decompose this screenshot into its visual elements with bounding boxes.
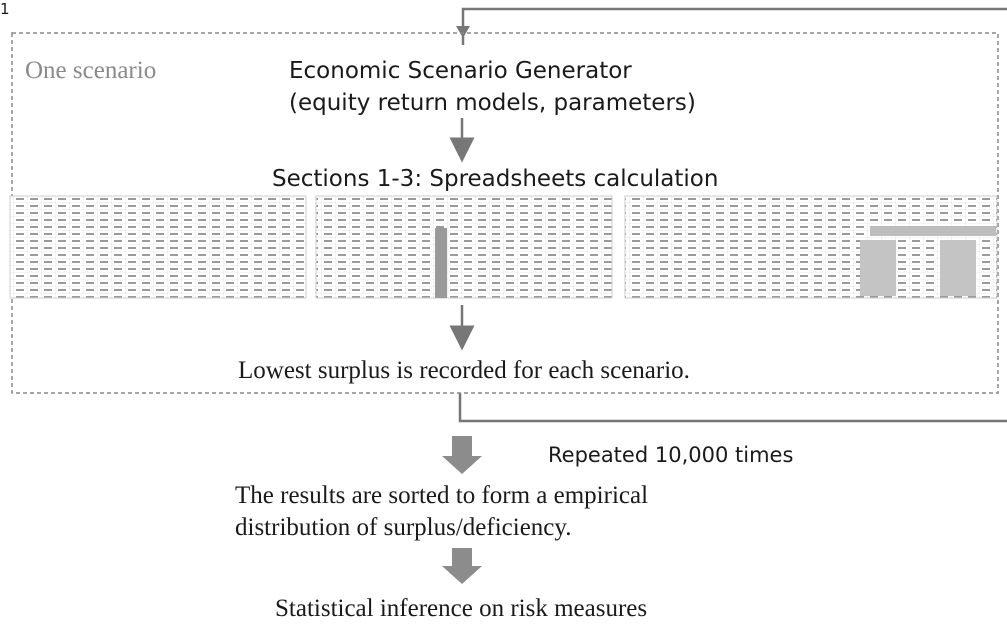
diagram: 1 One scenario Economic Scenario Generat… bbox=[0, 0, 1007, 627]
loop-label: Repeated 10,000 times bbox=[548, 443, 793, 467]
results-line: The results are sorted to form a empiric… bbox=[235, 482, 648, 509]
figure-number: 1 bbox=[0, 0, 10, 18]
page: 1 One scenario Economic Scenario Generat… bbox=[0, 0, 1007, 627]
spreadsheet-thumbnail bbox=[316, 196, 612, 298]
generator-line: Economic Scenario Generator bbox=[289, 58, 632, 84]
spreadsheet-highlight bbox=[940, 240, 976, 296]
scenario-label: One scenario bbox=[25, 57, 156, 84]
inference-label: Statistical inference on risk measures bbox=[275, 595, 647, 622]
block-arrow bbox=[442, 548, 482, 584]
loop-arrowhead bbox=[456, 26, 470, 38]
block-arrow bbox=[442, 436, 482, 474]
spreadsheet-thumbnail bbox=[10, 196, 306, 298]
calculation-label: Sections 1-3: Spreadsheets calculation bbox=[272, 166, 718, 192]
spreadsheet-highlight bbox=[860, 240, 896, 296]
record-label: Lowest surplus is recorded for each scen… bbox=[238, 357, 690, 384]
generator-line: (equity return models, parameters) bbox=[289, 90, 696, 116]
spreadsheet-highlight bbox=[870, 226, 996, 236]
loop-line-bottom bbox=[460, 393, 1007, 421]
loop-line-top bbox=[463, 9, 1007, 45]
spreadsheet-highlight bbox=[435, 228, 447, 298]
results-line: distribution of surplus/deficiency. bbox=[235, 514, 572, 541]
